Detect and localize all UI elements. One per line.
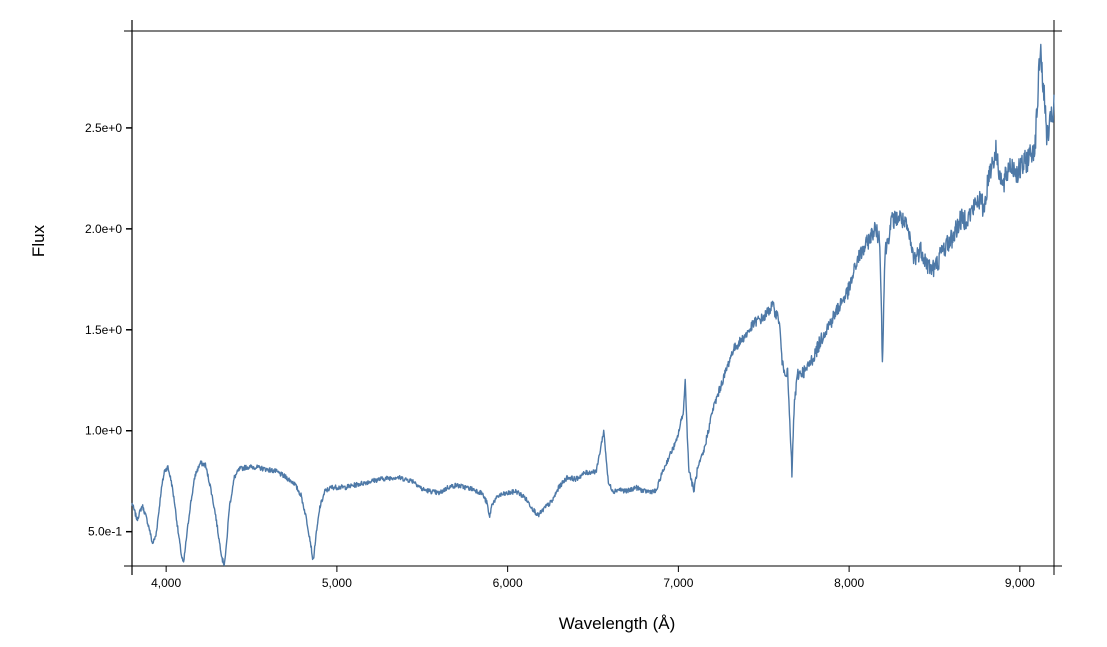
y-tick-label: 5.0e-1 (88, 525, 122, 539)
spectrum-line (131, 43, 1055, 567)
y-axis-title: Flux (29, 224, 48, 257)
x-axis-title: Wavelength (Å) (559, 614, 676, 633)
x-tick-label: 5,000 (322, 576, 352, 590)
x-tick-label: 8,000 (834, 576, 864, 590)
y-tick-label: 1.5e+0 (85, 323, 122, 337)
y-tick-label: 1.0e+0 (85, 424, 122, 438)
x-axis: 4,000 5,000 6,000 7,000 8,000 9,000 (151, 566, 1035, 590)
y-axis: 5.0e-1 1.0e+0 1.5e+0 2.0e+0 2.5e+0 (85, 121, 132, 539)
x-tick-label: 6,000 (493, 576, 523, 590)
x-tick-label: 7,000 (663, 576, 693, 590)
x-tick-label: 4,000 (151, 576, 181, 590)
y-tick-label: 2.0e+0 (85, 222, 122, 236)
x-tick-label: 9,000 (1005, 576, 1035, 590)
y-tick-label: 2.5e+0 (85, 121, 122, 135)
plot-area (124, 20, 1062, 575)
